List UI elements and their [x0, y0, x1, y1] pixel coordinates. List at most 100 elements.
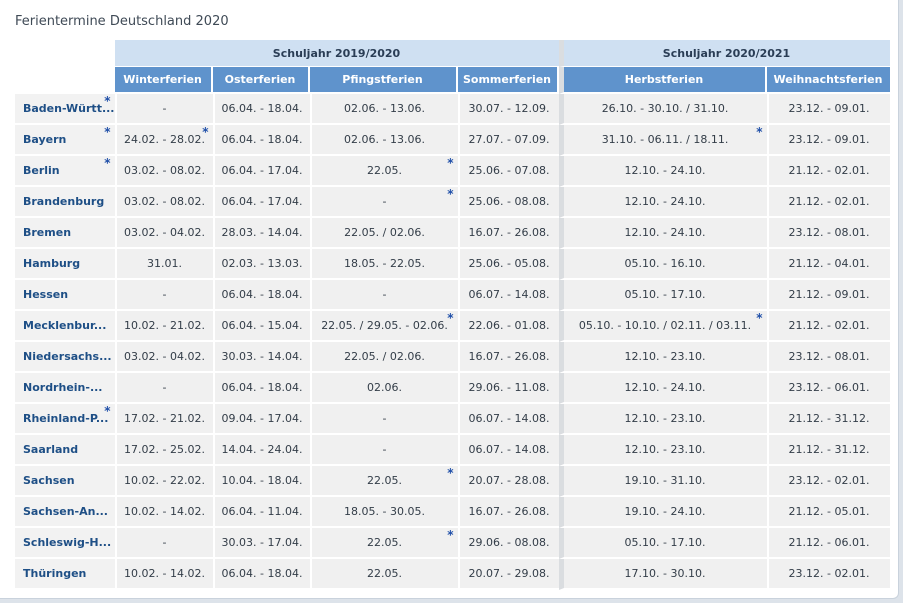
state-link[interactable]: Brandenburg — [15, 187, 115, 218]
footnote-marker: * — [202, 125, 209, 139]
state-link[interactable]: Nordrhein-... — [15, 373, 115, 404]
date-range: 30.03. - 17.04. — [221, 536, 303, 549]
state-link[interactable]: Bayern * — [15, 125, 115, 156]
date-range: 06.07. - 14.08. — [468, 288, 550, 301]
date-cell-oster: 14.04. - 24.04. — [212, 435, 310, 466]
date-range: 10.02. - 22.02. — [124, 474, 205, 487]
date-range: 22.05. / 29.05. - 02.06. — [321, 319, 448, 332]
date-cell-herbst: 19.10. - 31.10. — [558, 466, 767, 497]
state-link[interactable]: Rheinland-P... * — [15, 404, 115, 435]
date-cell-oster: 10.04. - 18.04. — [212, 466, 310, 497]
date-cell-weihnacht: 23.12. - 06.01. — [766, 373, 890, 404]
date-cell-oster: 06.04. - 17.04. — [212, 156, 310, 187]
date-range: 16.07. - 26.08. — [468, 350, 550, 363]
date-cell-sommer: 20.07. - 28.08. — [457, 466, 559, 497]
date-cell-pfingst: 18.05. - 22.05. — [309, 249, 458, 280]
date-range: 28.03. - 14.04. — [221, 226, 303, 239]
state-link[interactable]: Schleswig-H... — [15, 528, 115, 559]
date-cell-sommer: 20.07. - 29.08. — [457, 559, 559, 590]
table-corner — [15, 67, 115, 94]
date-cell-sommer: 06.07. - 14.08. — [457, 435, 559, 466]
footnote-marker: * — [447, 156, 454, 170]
date-cell-herbst: 12.10. - 24.10. — [558, 156, 767, 187]
footnote-marker: * — [104, 94, 111, 108]
footnote-marker: * — [447, 466, 454, 480]
date-range: 06.07. - 14.08. — [468, 412, 550, 425]
holiday-table: Schuljahr 2019/2020 Schuljahr 2020/2021 … — [15, 40, 890, 590]
date-range: 22.06. - 01.08. — [468, 319, 550, 332]
state-link[interactable]: Hamburg — [15, 249, 115, 280]
state-link[interactable]: Berlin * — [15, 156, 115, 187]
date-cell-sommer: 22.06. - 01.08. — [457, 311, 559, 342]
date-cell-weihnacht: 23.12. - 08.01. — [766, 342, 890, 373]
column-header-weihnachtsferien: Weihnachtsferien — [766, 67, 890, 94]
date-cell-sommer: 29.06. - 08.08. — [457, 528, 559, 559]
date-cell-pfingst: 02.06. - 13.06. — [309, 125, 458, 156]
date-range: 09.04. - 17.04. — [221, 412, 303, 425]
state-link[interactable]: Sachsen-An... — [15, 497, 115, 528]
table-row: Bayern * 24.02. - 28.02. * 06.04. - 18.04. 02… — [15, 125, 890, 156]
state-link[interactable]: Bremen — [15, 218, 115, 249]
date-cell-weihnacht: 23.12. - 02.01. — [766, 559, 890, 590]
state-link[interactable]: Thüringen — [15, 559, 115, 590]
state-link[interactable]: Mecklenbur... — [15, 311, 115, 342]
date-range: 20.07. - 28.08. — [468, 474, 550, 487]
date-cell-herbst: 31.10. - 06.11. / 18.11. * — [558, 125, 767, 156]
date-cell-herbst: 05.10. - 17.10. — [558, 528, 767, 559]
date-cell-weihnacht: 23.12. - 08.01. — [766, 218, 890, 249]
date-cell-herbst: 12.10. - 23.10. — [558, 435, 767, 466]
date-range: 31.10. - 06.11. / 18.11. — [601, 133, 729, 146]
date-range: 02.03. - 13.03. — [221, 257, 303, 270]
date-range: 22.05. — [367, 164, 402, 177]
date-range: 31.01. — [147, 257, 182, 270]
date-cell-herbst: 12.10. - 24.10. — [558, 187, 767, 218]
date-cell-winter: - — [114, 94, 213, 125]
table-row: Hamburg 31.01. 02.03. - 13.03. 18.05. - 22.… — [15, 249, 890, 280]
date-cell-weihnacht: 23.12. - 09.01. — [766, 125, 890, 156]
date-range: - — [382, 412, 387, 425]
state-link[interactable]: Niedersachs... — [15, 342, 115, 373]
date-range: 21.12. - 05.01. — [788, 505, 870, 518]
date-cell-winter: 03.02. - 08.02. — [114, 187, 213, 218]
date-range: 21.12. - 04.01. — [788, 257, 870, 270]
date-range: 12.10. - 24.10. — [624, 195, 706, 208]
state-name: Schleswig-H... — [23, 536, 112, 549]
date-cell-herbst: 12.10. - 24.10. — [558, 373, 767, 404]
date-cell-oster: 06.04. - 15.04. — [212, 311, 310, 342]
date-range: 30.07. - 12.09. — [468, 102, 550, 115]
footnote-marker: * — [447, 311, 454, 325]
table-row: Saarland 17.02. - 25.02. 14.04. - 24.04. - 0… — [15, 435, 890, 466]
state-link[interactable]: Baden-Württ... * — [15, 94, 115, 125]
date-range: 23.12. - 08.01. — [788, 350, 870, 363]
state-link[interactable]: Sachsen — [15, 466, 115, 497]
date-cell-pfingst: - * — [309, 187, 458, 218]
date-cell-sommer: 27.07. - 07.09. — [457, 125, 559, 156]
state-name: Niedersachs... — [23, 350, 112, 363]
column-header-herbstferien: Herbstferien — [558, 67, 767, 94]
state-link[interactable]: Saarland — [15, 435, 115, 466]
footnote-marker: * — [104, 156, 111, 170]
state-link[interactable]: Hessen — [15, 280, 115, 311]
date-range: - — [162, 536, 167, 549]
date-cell-weihnacht: 23.12. - 02.01. — [766, 466, 890, 497]
date-cell-winter: 03.02. - 04.02. — [114, 218, 213, 249]
date-range: 12.10. - 23.10. — [624, 443, 706, 456]
date-range: 06.04. - 17.04. — [221, 195, 303, 208]
date-cell-herbst: 05.10. - 10.10. / 02.11. / 03.11. * — [558, 311, 767, 342]
page-title: Ferientermine Deutschland 2020 — [15, 14, 229, 29]
date-range: 21.12. - 02.01. — [788, 319, 870, 332]
date-cell-winter: - — [114, 373, 213, 404]
date-range: 06.04. - 18.04. — [221, 567, 303, 580]
date-cell-pfingst: 02.06. — [309, 373, 458, 404]
state-name: Berlin — [23, 164, 60, 177]
date-range: 14.04. - 24.04. — [221, 443, 303, 456]
table-row: Mecklenbur... 10.02. - 21.02. 06.04. - 15.… — [15, 311, 890, 342]
footnote-marker: * — [104, 125, 111, 139]
date-cell-oster: 09.04. - 17.04. — [212, 404, 310, 435]
date-range: 21.12. - 06.01. — [788, 536, 870, 549]
date-cell-winter: 10.02. - 14.02. — [114, 497, 213, 528]
date-cell-sommer: 25.06. - 05.08. — [457, 249, 559, 280]
date-range: 22.05. / 02.06. — [344, 350, 425, 363]
date-range: 22.05. / 02.06. — [344, 226, 425, 239]
